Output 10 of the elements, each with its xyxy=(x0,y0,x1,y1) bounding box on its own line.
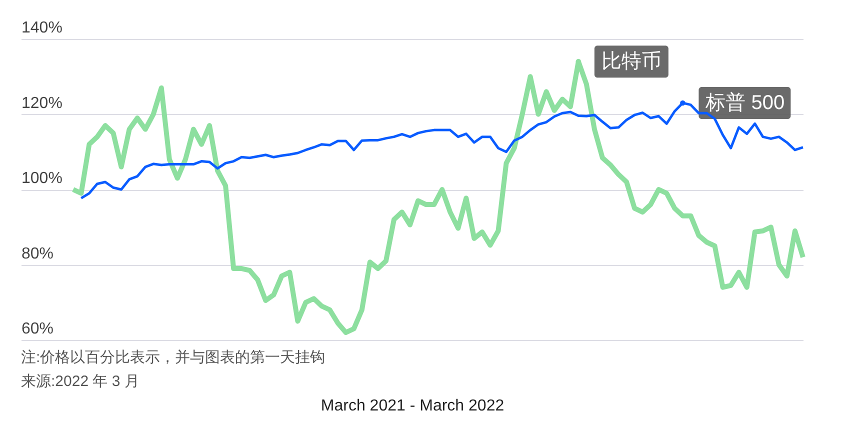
y-tick-label: 80% xyxy=(22,245,54,262)
y-tick-label: 100% xyxy=(22,170,62,187)
source-note: 来源:2022 年 3 月 xyxy=(21,373,140,390)
series-label: 比特币 xyxy=(601,50,662,73)
x-axis-title: March 2021 - March 2022 xyxy=(320,398,504,414)
y-tick-label: 60% xyxy=(22,320,54,338)
y-tick-label: 140% xyxy=(22,20,62,36)
series-label: 标普 500 xyxy=(704,90,785,114)
y-tick-label: 120% xyxy=(22,94,62,112)
text: 注:价格以百分比表示，并与图表的第一天挂钩 xyxy=(21,349,326,366)
